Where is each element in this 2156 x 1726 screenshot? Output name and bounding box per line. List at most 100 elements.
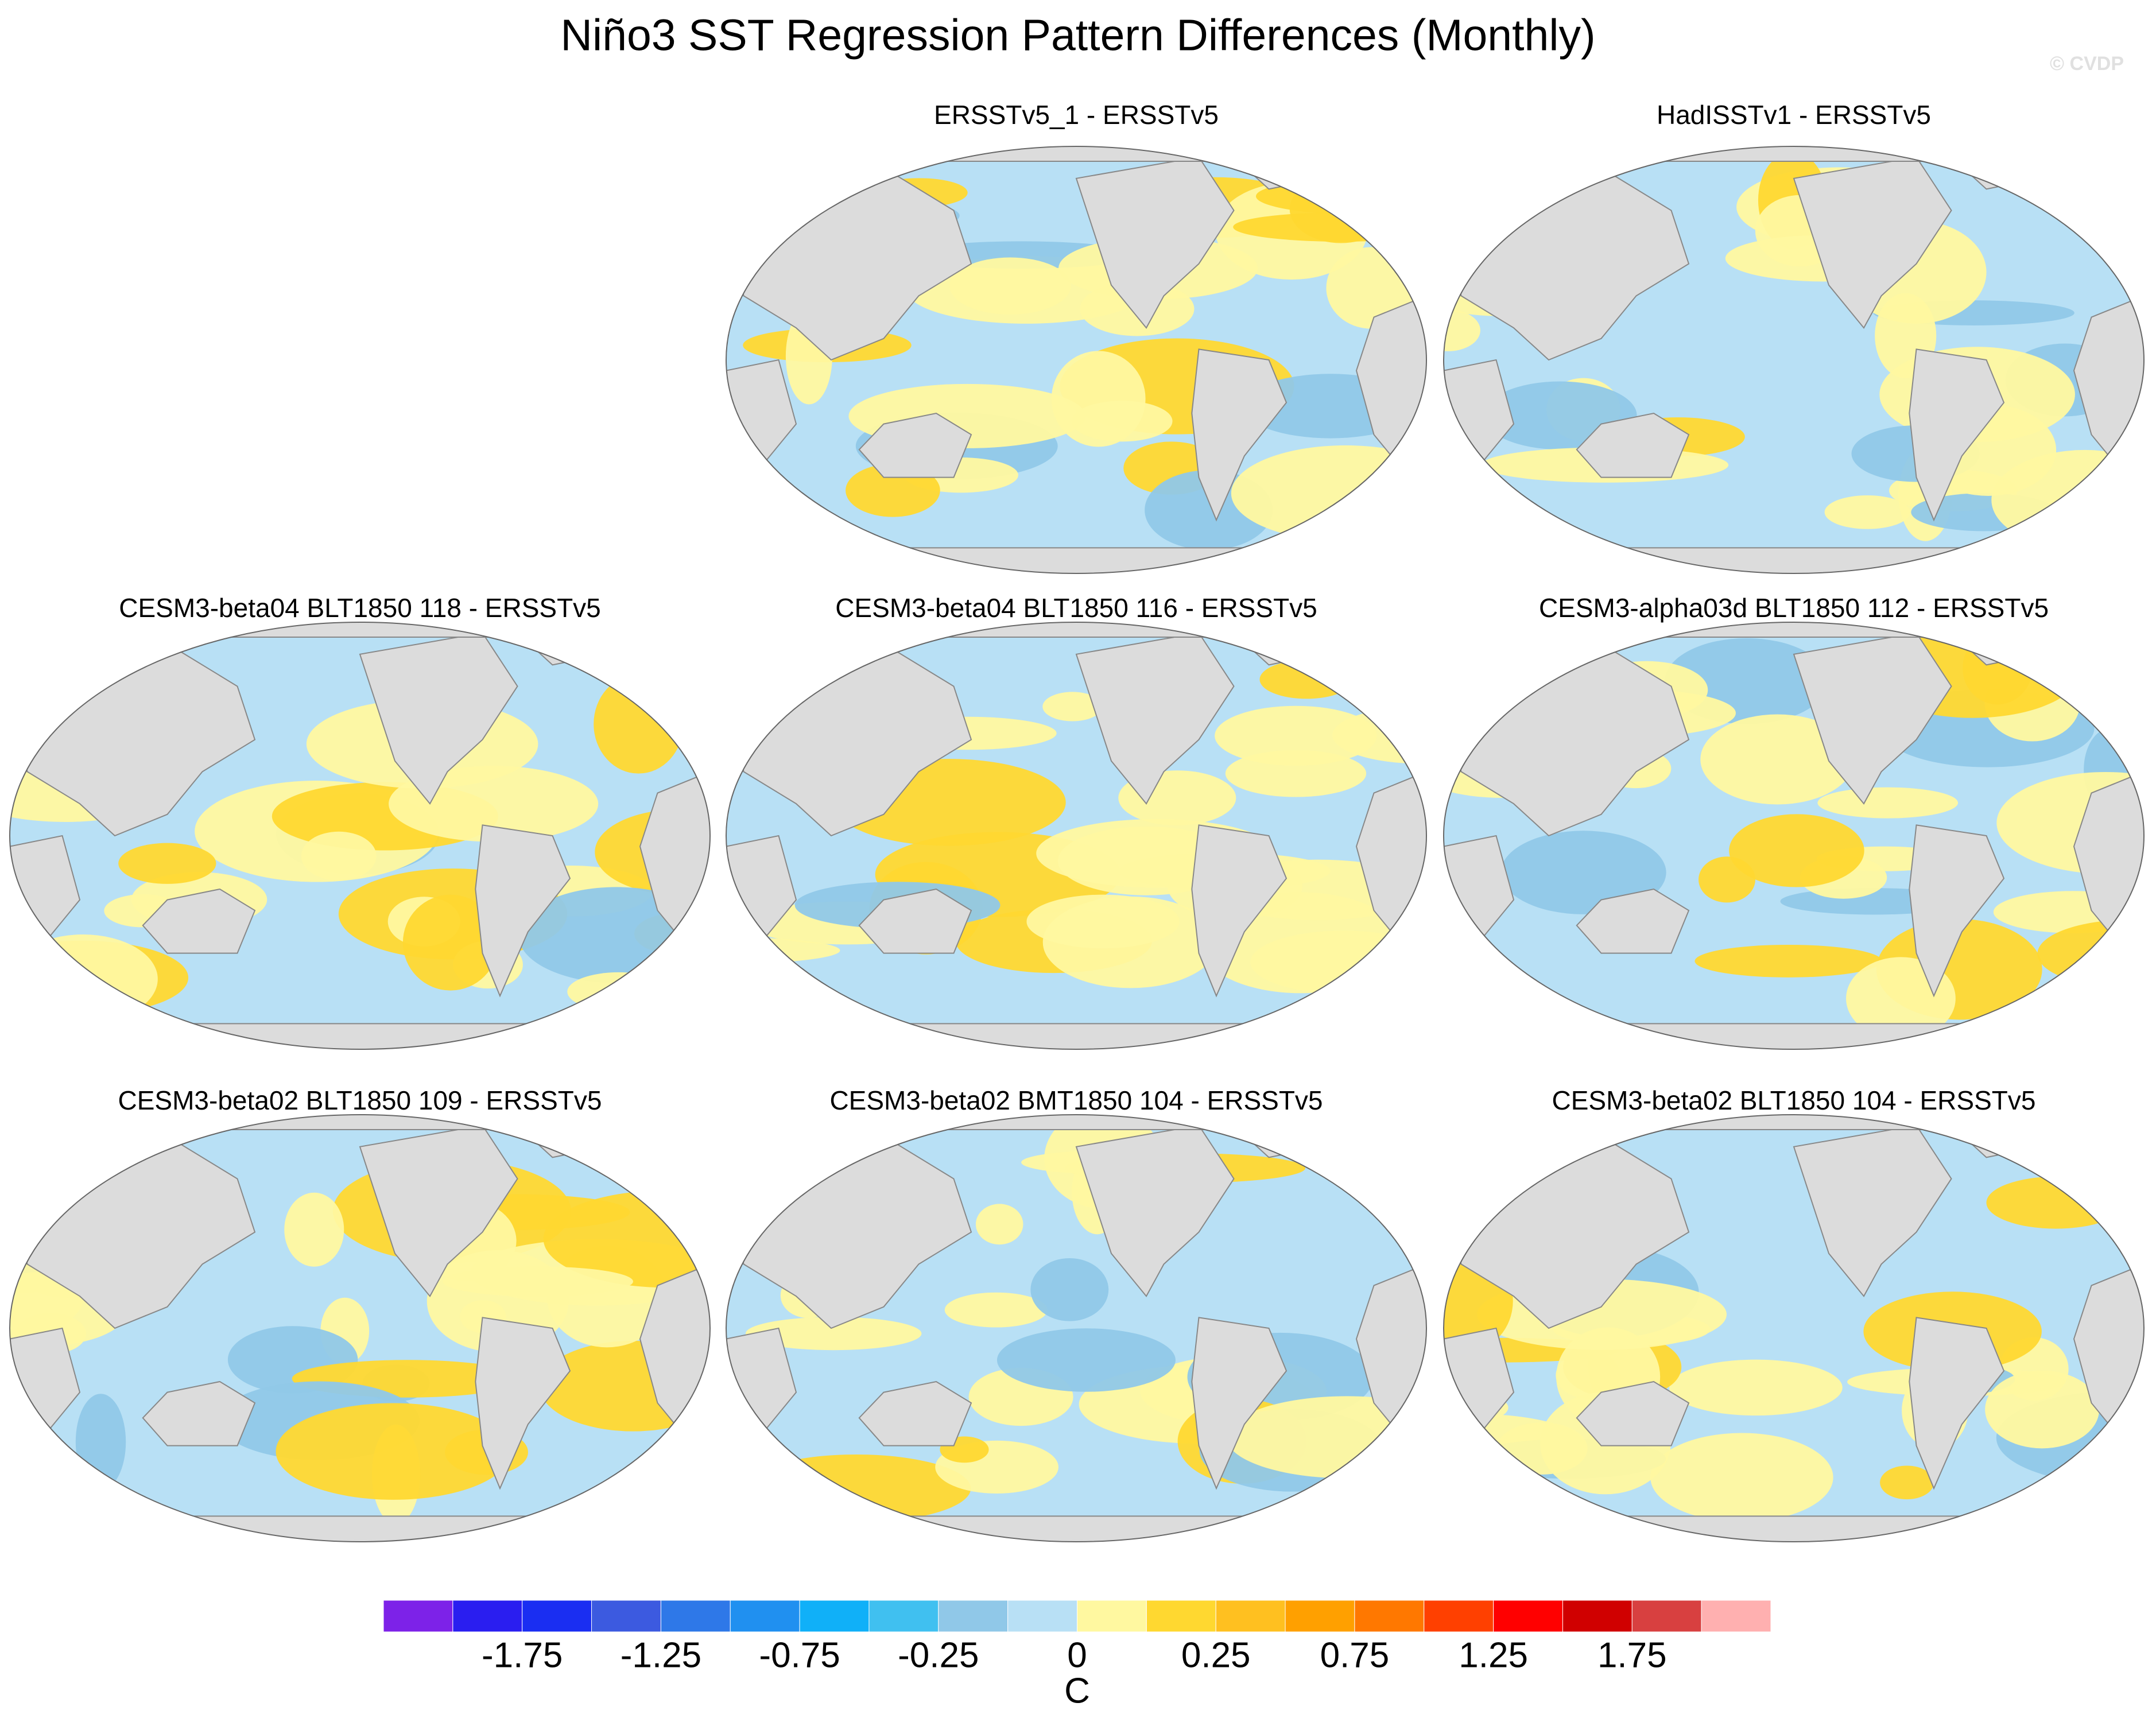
- land: [858, 888, 972, 954]
- anomaly-area: [1030, 1258, 1109, 1321]
- colorbar-box: [522, 1600, 592, 1632]
- map-panel: [1443, 622, 2145, 1050]
- map-border: [1443, 146, 2145, 574]
- anomaly-area: [543, 1190, 710, 1288]
- colorbar-box: [1631, 1600, 1702, 1632]
- anomaly-area: [1444, 309, 1480, 351]
- map-panel: [1443, 146, 2145, 574]
- anomaly-area: [1226, 1396, 1426, 1479]
- colorbar-tick-label: -1.75: [482, 1635, 563, 1675]
- land: [475, 1317, 571, 1490]
- anomaly-area: [284, 1192, 344, 1267]
- land: [1576, 888, 1690, 954]
- colorbar-tick-label: 1.25: [1459, 1635, 1528, 1675]
- colorbar-box: [1562, 1600, 1632, 1632]
- land: [359, 632, 518, 805]
- land: [10, 1115, 710, 1131]
- panel-title: HadISSTv1 - ERSSTv5: [1657, 100, 1931, 130]
- colorbar-box: [938, 1600, 1009, 1632]
- panel-title: CESM3-beta04 BLT1850 116 - ERSSTv5: [835, 593, 1317, 623]
- anomaly-area: [944, 1292, 1048, 1328]
- map-border: [9, 1114, 711, 1542]
- land: [10, 622, 710, 638]
- land: [1075, 632, 1235, 805]
- anomaly-area: [1215, 705, 1377, 766]
- land: [1444, 622, 2144, 638]
- anomaly-area: [1071, 401, 1173, 442]
- anomaly-area: [10, 697, 75, 723]
- land: [10, 1023, 710, 1049]
- anomaly-area: [1986, 1176, 2126, 1229]
- colorbar-box: [1701, 1600, 1771, 1632]
- land: [726, 547, 1426, 573]
- map-border: [726, 1114, 1427, 1542]
- colorbar-tick-label: 0: [1067, 1635, 1087, 1675]
- anomaly-area: [1042, 692, 1103, 722]
- land: [142, 1380, 256, 1446]
- anomaly-area: [118, 843, 216, 884]
- panel-title: CESM3-beta02 BLT1850 109 - ERSSTv5: [118, 1085, 602, 1115]
- anomaly-area: [402, 894, 499, 991]
- figure-title: Niño3 SST Regression Pattern Differences…: [560, 10, 1595, 60]
- anomaly-area: [567, 972, 670, 1011]
- land: [142, 888, 256, 954]
- panel-title: CESM3-beta02 BMT1850 104 - ERSSTv5: [829, 1085, 1323, 1115]
- land: [1191, 348, 1288, 522]
- land: [359, 1124, 518, 1297]
- anomaly-area: [1824, 495, 1910, 529]
- land: [726, 1515, 1426, 1542]
- land: [1444, 146, 2144, 162]
- land: [1793, 1124, 1952, 1297]
- anomaly-area: [10, 934, 158, 1024]
- land: [726, 622, 1426, 638]
- land: [726, 1115, 1426, 1131]
- colorbar-box: [1285, 1600, 1355, 1632]
- map-border: [726, 146, 1427, 574]
- anomaly-area: [647, 662, 709, 707]
- colorbar-label: C: [1064, 1671, 1090, 1711]
- anomaly-area: [1233, 212, 1426, 242]
- colorbar-box: [383, 1600, 453, 1632]
- anomaly-area: [1026, 894, 1180, 949]
- land: [726, 146, 1426, 162]
- colorbar-box: [1146, 1600, 1216, 1632]
- anomaly-area: [1817, 787, 1959, 819]
- anomaly-area: [1880, 1465, 1934, 1500]
- anomaly-area: [1985, 1370, 2100, 1449]
- colorbar-box: [1215, 1600, 1286, 1632]
- map-panel: [9, 1114, 711, 1542]
- panel-title: CESM3-beta04 BLT1850 118 - ERSSTv5: [119, 593, 601, 623]
- map-border: [9, 622, 711, 1050]
- anomaly-area: [1669, 1359, 1843, 1416]
- anomaly-area: [1694, 944, 1882, 978]
- land: [858, 412, 972, 478]
- colorbar-box: [1007, 1600, 1078, 1632]
- colorbar-tick-label: -0.75: [759, 1635, 840, 1675]
- anomaly-area: [996, 1328, 1176, 1392]
- colorbar-tick-label: 0.25: [1181, 1635, 1251, 1675]
- land: [1909, 824, 2005, 998]
- anomaly-area: [1729, 814, 1864, 887]
- land: [858, 1380, 972, 1446]
- colorbar-tick-label: 1.75: [1597, 1635, 1667, 1675]
- land: [1909, 348, 2005, 522]
- anomaly-area: [443, 1266, 633, 1297]
- panel-title: ERSSTv5_1 - ERSSTv5: [934, 100, 1219, 130]
- land: [1444, 547, 2144, 573]
- anomaly-area: [2107, 654, 2144, 702]
- land: [1191, 1317, 1288, 1490]
- colorbar-box: [660, 1600, 731, 1632]
- panel-title: CESM3-beta02 BLT1850 104 - ERSSTv5: [1552, 1085, 2036, 1115]
- map-border: [726, 622, 1427, 1050]
- anomaly-area: [1259, 660, 1354, 699]
- land: [475, 824, 571, 998]
- map-border: [1443, 1114, 2145, 1542]
- anomaly-area: [594, 674, 684, 774]
- colorbar-tick-label: 0.75: [1320, 1635, 1390, 1675]
- land: [1793, 632, 1952, 805]
- anomaly-area: [1500, 831, 1666, 914]
- anomaly-area: [1700, 714, 1855, 805]
- anomaly-area: [1963, 631, 2033, 705]
- colorbar-tick-label: -0.25: [898, 1635, 979, 1675]
